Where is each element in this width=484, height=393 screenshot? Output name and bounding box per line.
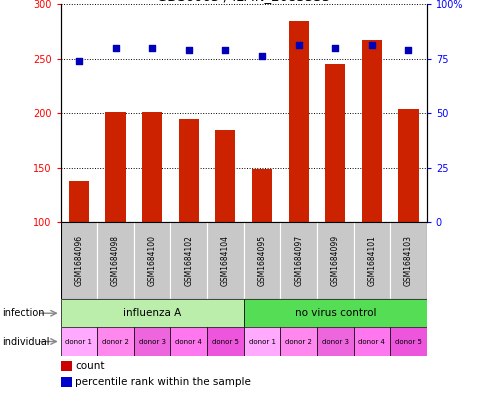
Text: donor 1: donor 1 <box>65 338 92 345</box>
Text: donor 1: donor 1 <box>248 338 275 345</box>
Text: GSM1684102: GSM1684102 <box>184 235 193 286</box>
Bar <box>317 327 353 356</box>
Point <box>75 58 83 64</box>
Text: influenza A: influenza A <box>123 308 181 318</box>
Point <box>111 44 119 51</box>
Text: GSM1684101: GSM1684101 <box>366 235 376 286</box>
Point <box>367 42 375 49</box>
Text: donor 3: donor 3 <box>138 338 166 345</box>
Bar <box>251 169 272 332</box>
Bar <box>389 327 426 356</box>
Bar <box>280 222 317 299</box>
Bar <box>170 222 207 299</box>
Text: donor 2: donor 2 <box>102 338 129 345</box>
Text: infection: infection <box>2 308 45 318</box>
Text: GSM1684096: GSM1684096 <box>74 235 83 286</box>
Bar <box>134 222 170 299</box>
Bar <box>389 222 426 299</box>
Text: donor 4: donor 4 <box>358 338 384 345</box>
Text: no virus control: no virus control <box>294 308 375 318</box>
Bar <box>105 112 125 332</box>
Text: GSM1684104: GSM1684104 <box>220 235 229 286</box>
Bar <box>207 222 243 299</box>
Bar <box>288 21 308 332</box>
Bar <box>243 222 280 299</box>
Bar <box>324 64 345 332</box>
Bar <box>207 327 243 356</box>
Point <box>404 47 411 53</box>
Bar <box>134 327 170 356</box>
Bar <box>60 299 243 327</box>
Point <box>294 42 302 49</box>
Bar <box>215 130 235 332</box>
Bar <box>243 299 426 327</box>
Bar <box>361 40 381 332</box>
Bar <box>353 222 389 299</box>
Point <box>184 47 192 53</box>
Bar <box>97 327 134 356</box>
Bar <box>170 327 207 356</box>
Bar <box>243 327 280 356</box>
Text: individual: individual <box>2 336 50 347</box>
Bar <box>60 222 97 299</box>
Bar <box>317 222 353 299</box>
Text: donor 5: donor 5 <box>212 338 238 345</box>
Point <box>221 47 229 53</box>
Bar <box>178 119 198 332</box>
Bar <box>280 327 317 356</box>
Bar <box>60 327 97 356</box>
Bar <box>97 222 134 299</box>
Bar <box>142 112 162 332</box>
Text: GSM1684097: GSM1684097 <box>293 235 302 286</box>
Bar <box>60 361 72 371</box>
Text: GSM1684099: GSM1684099 <box>330 235 339 286</box>
Text: GSM1684098: GSM1684098 <box>111 235 120 286</box>
Text: GSM1684100: GSM1684100 <box>147 235 156 286</box>
Bar <box>353 327 389 356</box>
Text: donor 2: donor 2 <box>285 338 311 345</box>
Text: count: count <box>75 361 105 371</box>
Text: donor 4: donor 4 <box>175 338 202 345</box>
Text: donor 3: donor 3 <box>321 338 348 345</box>
Bar <box>60 377 72 387</box>
Point <box>257 53 265 59</box>
Point <box>331 44 338 51</box>
Bar <box>69 181 89 332</box>
Bar <box>397 109 418 332</box>
Text: percentile rank within the sample: percentile rank within the sample <box>75 377 251 387</box>
Text: donor 5: donor 5 <box>394 338 421 345</box>
Text: GSM1684103: GSM1684103 <box>403 235 412 286</box>
Title: GDS6063 / ILMN_2083333: GDS6063 / ILMN_2083333 <box>157 0 330 3</box>
Point <box>148 44 156 51</box>
Text: GSM1684095: GSM1684095 <box>257 235 266 286</box>
